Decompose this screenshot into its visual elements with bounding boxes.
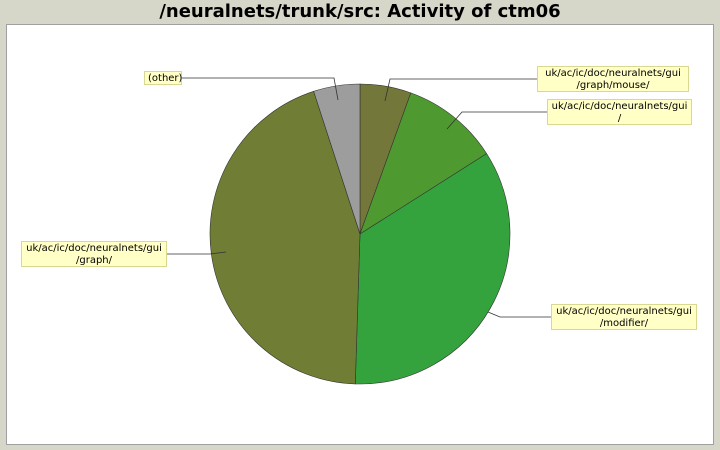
pie-slice [209,90,361,385]
pie-slice [359,92,488,235]
leader-line [446,111,547,130]
slice-label: uk/ac/ic/doc/neuralnets/gui /graph/ [21,241,167,267]
pie-slice [313,83,361,235]
slice-label: uk/ac/ic/doc/neuralnets/gui /graph/mouse… [537,66,689,92]
slice-label: (other) [144,71,182,85]
slice-label: uk/ac/ic/doc/neuralnets/gui / [547,99,692,125]
slice-label: uk/ac/ic/doc/neuralnets/gui /modifier/ [551,304,697,330]
leader-line [384,78,537,102]
leader-line [182,77,339,101]
pie-slice [354,153,511,385]
chart-title: /neuralnets/trunk/src: Activity of ctm06 [159,1,561,22]
leader-line [167,251,227,255]
leader-line [487,311,551,318]
